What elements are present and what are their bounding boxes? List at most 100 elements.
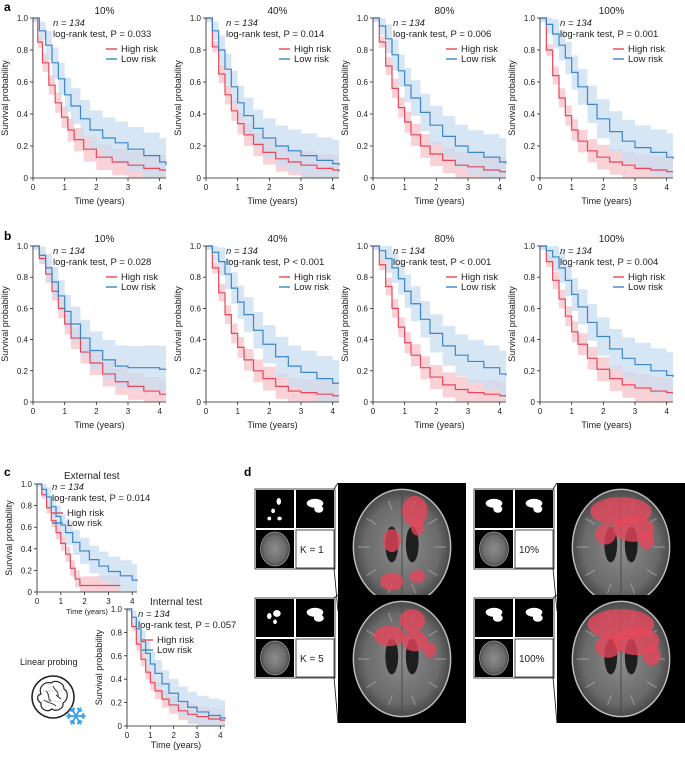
y-tick-label: 0.4 [17,336,29,345]
mask-spot [271,508,275,514]
x-tick-label: 2 [94,407,99,416]
y-tick-label: 0.8 [357,46,369,55]
mri-block-2: 10% [473,482,685,612]
sulcus [606,583,612,594]
low-risk-band [540,18,673,178]
thumbnail-frame [254,488,336,570]
y-tick-label: 0.4 [111,675,123,684]
x-tick-label: 1 [569,407,574,416]
y-tick-label: 0 [24,174,29,183]
low-risk-line [206,17,340,166]
n-annotation: n = 134 [393,246,425,257]
x-axis-label: Time (years) [414,196,464,206]
low-risk-line [206,245,339,384]
y-tick-label: 1.0 [21,480,33,489]
x-tick-label: 4 [330,407,335,416]
y-tick-label: 0.6 [17,304,29,313]
logrank-annotation: log-rank test, P = 0.001 [560,29,658,40]
thumbnail-frame [473,488,555,570]
x-tick-label: 3 [126,407,131,416]
y-tick-label: 0.6 [524,78,536,87]
lesion-overlay [409,570,426,583]
lesion-overlay [410,520,424,536]
y-axis-label: Survival probability [0,60,10,136]
y-axis-label: Survival probability [507,60,517,136]
snowflake-arm [75,707,82,717]
legend-low-label: Low risk [121,54,156,65]
x-tick-label: 0 [35,597,40,606]
y-tick-label: 1.0 [524,242,536,251]
low-risk-band [540,246,673,402]
legend-low-label: Low risk [157,645,192,656]
x-tick-label: 4 [497,183,502,192]
y-tick-label: 0.8 [111,628,123,637]
y-tick-label: 0.6 [17,78,29,87]
legend-high-label: High risk [294,44,331,55]
y-axis-label: Survival probability [173,60,183,136]
sulcus [585,630,596,637]
logrank-annotation: log-rank test, P = 0.006 [393,29,491,40]
logrank-annotation: log-rank test, P = 0.014 [52,493,150,504]
x-tick-label: 2 [267,407,272,416]
low-risk-band [373,18,506,178]
legend-low-label: Low risk [461,54,496,65]
chart-b-40: 40% 0 0.2 0.4 0.6 0.8 1.0 0 1 2 3 4 Time (years) Surv… [173,234,339,430]
chart-a-80: 80% 0 0.2 0.4 0.6 0.8 1.0 0 1 2 3 4 Time (years) Surv… [340,6,507,206]
x-tick-label: 3 [633,183,638,192]
x-tick-label: 4 [218,731,223,740]
mri-large-image [338,483,466,611]
x-tick-label: 3 [299,183,304,192]
y-tick-label: 0.4 [190,110,202,119]
chart-title: 40% [267,6,287,17]
chart-title: Internal test [150,597,202,608]
snowflake-branch [72,719,75,725]
low-risk-band [127,609,225,726]
mri-block-4: 100% [473,594,685,724]
mri-large-image [338,595,466,723]
x-tick-label: 1 [569,183,574,192]
y-tick-label: 0 [118,722,123,731]
low-risk-line [373,245,507,376]
lesion-overlay [595,634,621,658]
chart-b-10: 10% 0 0.2 0.4 0.6 0.8 1.0 0 1 2 3 4 Time (years) Surv… [0,234,166,430]
mask-spot [273,610,281,617]
sulcus [646,681,657,688]
x-tick-label: 2 [601,183,606,192]
linear-probing-illustration: Linear probing [20,657,86,725]
n-annotation: n = 134 [226,246,258,257]
zoom-line-top [333,594,339,599]
x-tick-label: 2 [601,407,606,416]
legend-high-label: High risk [67,508,104,519]
x-tick-label: 0 [31,183,36,192]
y-tick-label: 0.2 [21,566,33,575]
chart-b-80: 80% 0 0.2 0.4 0.6 0.8 1.0 0 1 2 3 4 Time (years) Surv… [340,234,507,430]
high-risk-band [540,18,673,178]
legend-low-label: Low risk [628,54,663,65]
low-risk-line [373,17,507,164]
x-tick-label: 3 [195,731,200,740]
y-tick-label: 0.6 [111,652,123,661]
y-tick-label: 0.4 [524,110,536,119]
legend-low-label: Low risk [294,282,329,293]
x-tick-label: 0 [538,407,543,416]
sulcus [427,569,438,576]
legend-low-label: Low risk [628,282,663,293]
y-tick-label: 0.2 [17,367,29,376]
y-tick-label: 0 [364,174,369,183]
y-tick-label: 0.4 [21,545,33,554]
low-risk-line [33,17,167,166]
mri-setting-label: 10% [519,545,539,556]
low-risk-band [37,484,137,592]
y-axis-label: Survival probability [94,629,104,705]
mri-setting-label: 100% [519,654,545,665]
brain-icon [31,675,75,719]
y-tick-label: 0.2 [357,142,369,151]
n-annotation: n = 134 [53,18,85,29]
snowflake-arm [75,715,82,725]
x-tick-label: 1 [59,597,64,606]
y-tick-label: 0.8 [524,46,536,55]
